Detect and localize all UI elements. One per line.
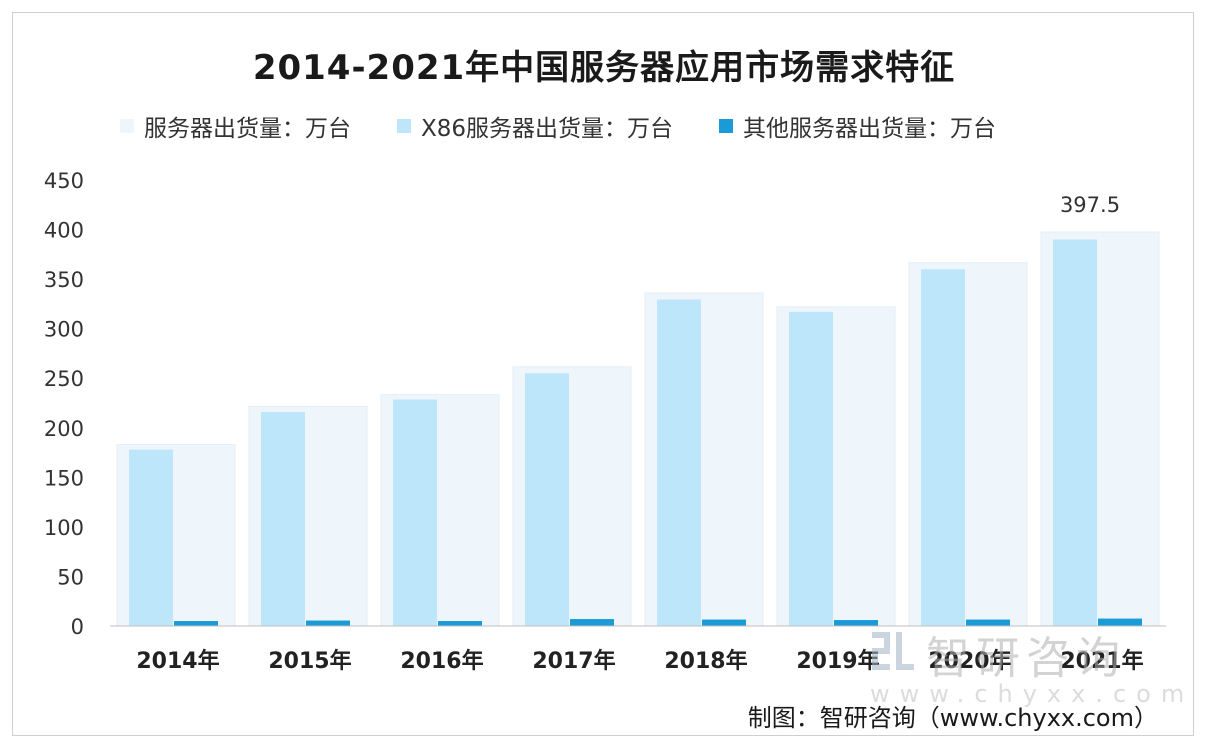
watermark: 智研咨询 www.chyxx.com — [866, 622, 1184, 712]
bar-other-1 — [306, 620, 350, 626]
bar-x86-7 — [1053, 239, 1097, 626]
bar-x86-4 — [657, 299, 701, 626]
y-tick-label-6: 300 — [44, 318, 84, 342]
x-tick-label-0: 2014年 — [136, 648, 219, 674]
x-tick-label-2: 2016年 — [400, 648, 483, 674]
watermark-logo-icon — [872, 632, 914, 670]
x-tick-label-7: 2021年 — [1060, 648, 1143, 674]
legend-item-other: 其他服务器出货量：万台 — [719, 109, 996, 143]
x-tick-label-3: 2017年 — [532, 648, 615, 674]
x-tick-label-6: 2020年 — [928, 648, 1011, 674]
bar-x86-6 — [921, 269, 965, 626]
bar-other-4 — [702, 619, 746, 626]
y-tick-label-1: 50 — [57, 565, 84, 589]
data-label-0: 397.5 — [1060, 193, 1120, 217]
legend-swatch-other — [719, 119, 734, 133]
source-credit: 制图：智研咨询（www.chyxx.com） — [747, 704, 1158, 732]
bar-other-0 — [174, 621, 218, 626]
bar-x86-1 — [261, 411, 305, 626]
bar-other-2 — [438, 621, 482, 626]
watermark-text: 智研咨询 — [926, 633, 1126, 684]
legend-item-x86: X86服务器出货量：万台 — [397, 109, 673, 143]
bar-other-7 — [1098, 618, 1142, 626]
bar-other-3 — [570, 619, 614, 626]
y-tick-label-7: 350 — [44, 268, 84, 292]
y-tick-label-4: 200 — [44, 417, 84, 441]
chart-title: 2014-2021年中国服务器应用市场需求特征 — [252, 48, 956, 88]
bar-x86-2 — [393, 399, 437, 626]
y-tick-label-3: 150 — [44, 466, 84, 490]
y-tick-label-0: 0 — [71, 615, 84, 639]
x-tick-label-5: 2019年 — [796, 648, 879, 674]
bar-x86-0 — [129, 449, 173, 626]
y-tick-label-5: 250 — [44, 367, 84, 391]
bar-x86-3 — [525, 373, 569, 626]
bar-other-5 — [834, 620, 878, 626]
x-tick-label-4: 2018年 — [664, 648, 747, 674]
legend-label-other: 其他服务器出货量：万台 — [743, 116, 997, 142]
legend-label-x86: X86服务器出货量：万台 — [421, 116, 674, 142]
legend-label-total: 服务器出货量：万台 — [144, 116, 351, 142]
y-tick-label-9: 450 — [44, 169, 84, 193]
legend-swatch-total — [120, 119, 134, 133]
bar-x86-5 — [789, 311, 833, 626]
watermark-url: www.chyxx.com — [870, 680, 1195, 708]
legend-swatch-x86 — [397, 119, 411, 133]
bar-other-6 — [966, 619, 1010, 626]
legend-item-total: 服务器出货量：万台 — [120, 109, 351, 143]
x-tick-label-1: 2015年 — [268, 648, 351, 674]
y-tick-label-8: 400 — [44, 219, 84, 243]
y-tick-label-2: 100 — [44, 516, 84, 540]
legend: 服务器出货量：万台 X86服务器出货量：万台 其他服务器出货量：万台 — [120, 110, 1042, 142]
